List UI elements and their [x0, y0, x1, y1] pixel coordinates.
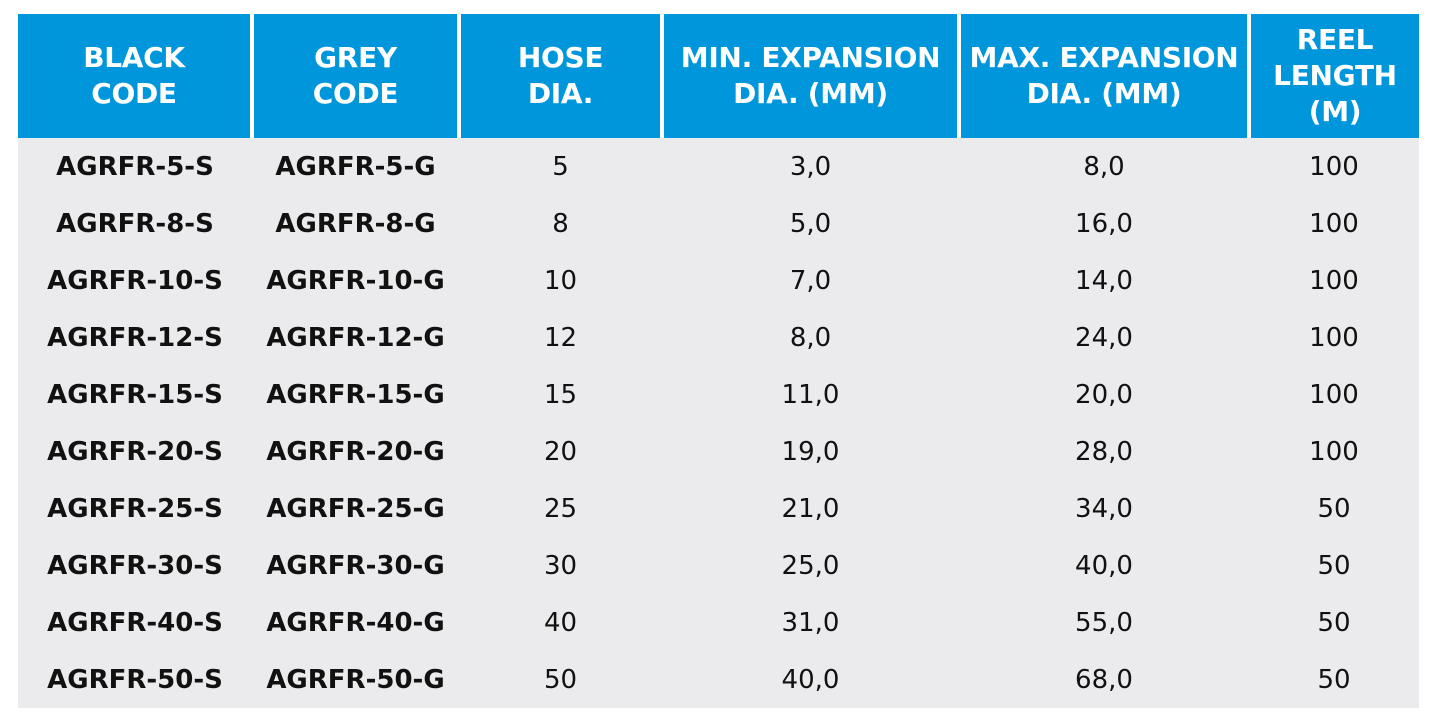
cell-black-code: AGRFR-15-S — [18, 366, 252, 423]
cell-min-expansion: 25,0 — [662, 537, 959, 594]
header-min-expansion: MIN. EXPANSION DIA. (MM) — [660, 14, 959, 138]
cell-black-code: AGRFR-40-S — [18, 594, 252, 651]
cell-grey-code: AGRFR-50-G — [252, 651, 459, 708]
cell-grey-code: AGRFR-15-G — [252, 366, 459, 423]
table-row: AGRFR-15-S AGRFR-15-G 15 11,0 20,0 100 — [18, 366, 1419, 423]
header-grey-code-line-2: CODE — [312, 77, 399, 110]
cell-hose-dia: 8 — [459, 195, 662, 252]
cell-reel-length: 100 — [1249, 195, 1419, 252]
cell-reel-length: 100 — [1249, 423, 1419, 480]
cell-max-expansion: 55,0 — [959, 594, 1249, 651]
header-hose-dia-line-2: DIA. — [527, 77, 594, 110]
table-row: AGRFR-50-S AGRFR-50-G 50 40,0 68,0 50 — [18, 651, 1419, 708]
header-max-expansion: MAX. EXPANSION DIA. (MM) — [957, 14, 1249, 138]
cell-reel-length: 100 — [1249, 252, 1419, 309]
table-row: AGRFR-30-S AGRFR-30-G 30 25,0 40,0 50 — [18, 537, 1419, 594]
cell-max-expansion: 8,0 — [959, 138, 1249, 195]
cell-reel-length: 100 — [1249, 366, 1419, 423]
cell-hose-dia: 12 — [459, 309, 662, 366]
product-table-container: BLACK CODE GREY CODE HOSE DIA. MIN. EXPA… — [18, 14, 1419, 708]
cell-reel-length: 100 — [1249, 309, 1419, 366]
cell-min-expansion: 21,0 — [662, 480, 959, 537]
cell-reel-length: 50 — [1249, 594, 1419, 651]
cell-hose-dia: 30 — [459, 537, 662, 594]
cell-grey-code: AGRFR-40-G — [252, 594, 459, 651]
cell-min-expansion: 19,0 — [662, 423, 959, 480]
header-max-expansion-line-1: MAX. EXPANSION — [969, 41, 1239, 74]
header-reel-length-line-1: REEL — [1296, 23, 1374, 56]
cell-hose-dia: 40 — [459, 594, 662, 651]
cell-max-expansion: 28,0 — [959, 423, 1249, 480]
cell-hose-dia: 25 — [459, 480, 662, 537]
cell-black-code: AGRFR-20-S — [18, 423, 252, 480]
table-row: AGRFR-40-S AGRFR-40-G 40 31,0 55,0 50 — [18, 594, 1419, 651]
cell-grey-code: AGRFR-25-G — [252, 480, 459, 537]
cell-hose-dia: 10 — [459, 252, 662, 309]
header-black-code-line-1: BLACK — [83, 41, 185, 74]
product-spec-table: BLACK CODE GREY CODE HOSE DIA. MIN. EXPA… — [18, 14, 1419, 708]
header-min-expansion-line-1: MIN. EXPANSION — [680, 41, 941, 74]
cell-reel-length: 50 — [1249, 651, 1419, 708]
cell-min-expansion: 5,0 — [662, 195, 959, 252]
cell-max-expansion: 68,0 — [959, 651, 1249, 708]
table-row: AGRFR-5-S AGRFR-5-G 5 3,0 8,0 100 — [18, 138, 1419, 195]
cell-grey-code: AGRFR-12-G — [252, 309, 459, 366]
cell-grey-code: AGRFR-30-G — [252, 537, 459, 594]
table-row: AGRFR-20-S AGRFR-20-G 20 19,0 28,0 100 — [18, 423, 1419, 480]
header-grey-code-line-1: GREY — [314, 41, 397, 74]
table-row: AGRFR-25-S AGRFR-25-G 25 21,0 34,0 50 — [18, 480, 1419, 537]
cell-min-expansion: 40,0 — [662, 651, 959, 708]
cell-hose-dia: 50 — [459, 651, 662, 708]
header-max-expansion-line-2: DIA. (MM) — [1026, 77, 1182, 110]
cell-black-code: AGRFR-25-S — [18, 480, 252, 537]
header-hose-dia: HOSE DIA. — [457, 14, 662, 138]
cell-max-expansion: 24,0 — [959, 309, 1249, 366]
cell-black-code: AGRFR-50-S — [18, 651, 252, 708]
cell-black-code: AGRFR-10-S — [18, 252, 252, 309]
table-row: AGRFR-8-S AGRFR-8-G 8 5,0 16,0 100 — [18, 195, 1419, 252]
cell-grey-code: AGRFR-8-G — [252, 195, 459, 252]
header-min-expansion-line-2: DIA. (MM) — [733, 77, 888, 110]
header-hose-dia-line-1: HOSE — [517, 41, 604, 74]
cell-grey-code: AGRFR-10-G — [252, 252, 459, 309]
cell-reel-length: 50 — [1249, 537, 1419, 594]
cell-max-expansion: 34,0 — [959, 480, 1249, 537]
header-row: BLACK CODE GREY CODE HOSE DIA. MIN. EXPA… — [18, 14, 1419, 138]
cell-max-expansion: 16,0 — [959, 195, 1249, 252]
cell-black-code: AGRFR-5-S — [18, 138, 252, 195]
table-row: AGRFR-10-S AGRFR-10-G 10 7,0 14,0 100 — [18, 252, 1419, 309]
cell-min-expansion: 11,0 — [662, 366, 959, 423]
cell-grey-code: AGRFR-5-G — [252, 138, 459, 195]
cell-max-expansion: 20,0 — [959, 366, 1249, 423]
header-black-code-line-2: CODE — [91, 77, 177, 110]
cell-grey-code: AGRFR-20-G — [252, 423, 459, 480]
cell-max-expansion: 40,0 — [959, 537, 1249, 594]
cell-black-code: AGRFR-12-S — [18, 309, 252, 366]
header-black-code: BLACK CODE — [18, 14, 252, 138]
header-reel-length-line-3: (M) — [1308, 95, 1362, 128]
cell-min-expansion: 3,0 — [662, 138, 959, 195]
header-grey-code: GREY CODE — [250, 14, 459, 138]
cell-min-expansion: 7,0 — [662, 252, 959, 309]
cell-black-code: AGRFR-30-S — [18, 537, 252, 594]
cell-black-code: AGRFR-8-S — [18, 195, 252, 252]
cell-hose-dia: 5 — [459, 138, 662, 195]
cell-reel-length: 50 — [1249, 480, 1419, 537]
table-header: BLACK CODE GREY CODE HOSE DIA. MIN. EXPA… — [18, 14, 1419, 138]
cell-max-expansion: 14,0 — [959, 252, 1249, 309]
cell-reel-length: 100 — [1249, 138, 1419, 195]
cell-min-expansion: 8,0 — [662, 309, 959, 366]
header-reel-length: REEL LENGTH (M) — [1247, 14, 1419, 138]
table-body: AGRFR-5-S AGRFR-5-G 5 3,0 8,0 100 AGRFR-… — [18, 138, 1419, 708]
cell-min-expansion: 31,0 — [662, 594, 959, 651]
table-row: AGRFR-12-S AGRFR-12-G 12 8,0 24,0 100 — [18, 309, 1419, 366]
cell-hose-dia: 15 — [459, 366, 662, 423]
header-reel-length-line-2: LENGTH — [1273, 59, 1397, 92]
cell-hose-dia: 20 — [459, 423, 662, 480]
